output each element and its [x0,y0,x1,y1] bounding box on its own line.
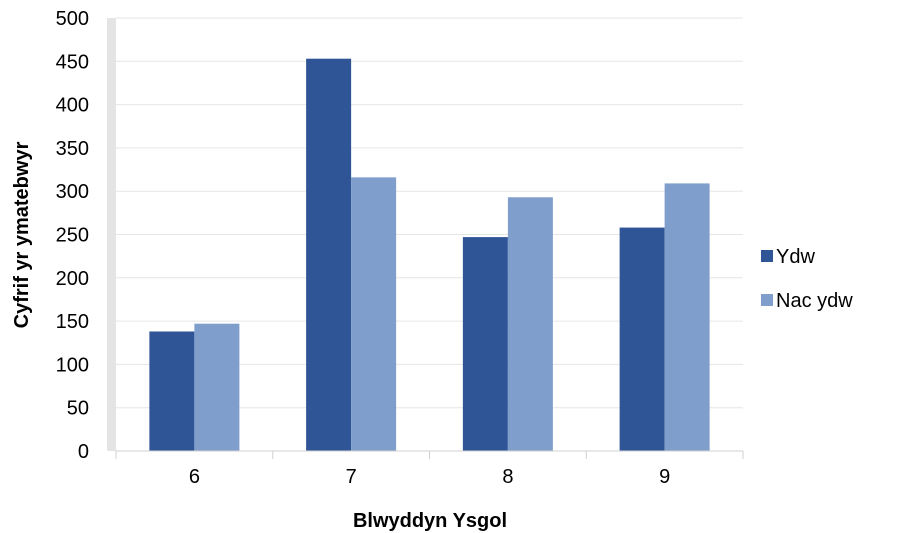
y-tick-label: 450 [56,51,89,73]
bar-nac-ydw [194,323,240,451]
bars [149,58,710,452]
legend-swatch [761,294,773,306]
x-axis-title: Blwyddyn Ysgol [353,510,507,532]
y-tick-label: 250 [56,225,89,247]
legend-label: Nac ydw [776,290,853,312]
x-tick-label: 6 [189,466,200,488]
y-tick-label: 0 [78,441,89,463]
bar-ydw [462,237,508,451]
bar-ydw [619,227,665,451]
x-tick-label: 8 [502,466,513,488]
x-axis-ticks: 6 7 8 9 [115,451,744,488]
bar-nac-ydw [507,197,553,451]
x-tick-label: 9 [659,466,670,488]
y-axis-ticks: 0 50 100 150 200 250 300 350 400 450 500 [56,8,89,463]
legend-swatch [761,250,773,262]
bar-ydw [149,331,195,451]
bar-ydw [306,58,352,452]
y-tick-label: 200 [56,268,89,290]
y-tick-label: 100 [56,354,89,376]
y-axis-wall [107,18,116,451]
y-tick-label: 500 [56,8,89,30]
y-axis-title: Cyfrif yr ymatebwyr [11,141,33,328]
y-tick-label: 350 [56,138,89,160]
bar-nac-ydw [664,183,710,451]
y-tick-label: 150 [56,311,89,333]
y-tick-label: 50 [67,398,89,420]
x-tick-label: 7 [346,466,357,488]
y-tick-label: 400 [56,95,89,117]
bar-nac-ydw [351,177,397,451]
legend-label: Ydw [776,246,815,268]
y-tick-label: 300 [56,181,89,203]
legend: Ydw Nac ydw [761,246,853,312]
